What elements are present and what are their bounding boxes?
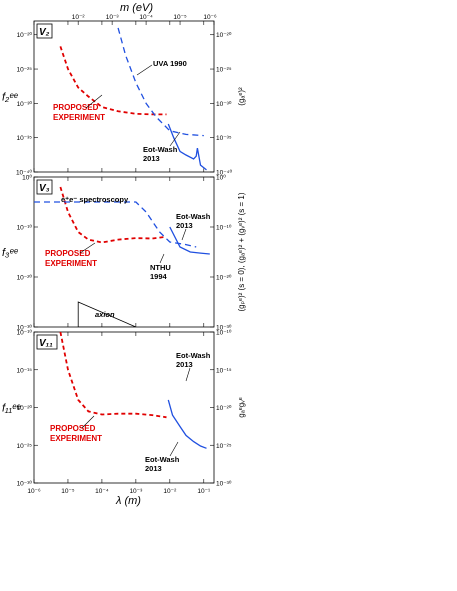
- annotation-proposed-experiment: PROPOSED: [53, 103, 99, 112]
- annotation-uva-1990: UVA 1990: [153, 59, 187, 68]
- y-axis-label-left: f₃ᵉᵉ: [2, 247, 19, 259]
- series-blue-solid-line: [169, 226, 210, 255]
- panel-v11: 10⁻³⁰ 10⁻³⁰ 10⁻²⁵ 10⁻²⁵ 10⁻²⁰ 10⁻²⁰ 10⁻¹⁵ 10⁻¹⁵…: [2, 329, 246, 488]
- y-tick-label-left: 10⁻¹⁰: [17, 224, 33, 232]
- annotation-ee-spectroscopy: e⁺e⁻ spectroscopy: [61, 195, 129, 204]
- series-red-dashed-line: [59, 332, 167, 419]
- annotation-nthu: NTHU: [150, 263, 171, 272]
- annotation-leader: [181, 228, 187, 241]
- y-tick-label-left: 10⁻²⁰: [17, 404, 33, 412]
- y-tick-label-right: 10⁻²⁰: [216, 31, 232, 39]
- y-tick-label-left: 10⁻²⁵: [16, 443, 32, 450]
- y-tick-label-left: 10⁰: [22, 174, 32, 182]
- bottom-axis-label: λ (m): [115, 495, 141, 507]
- annotation-proposed-experiment: PROPOSED: [45, 249, 91, 258]
- top-tick-label: 10⁻⁴: [139, 14, 153, 21]
- series-red-dashed-line: [59, 46, 167, 116]
- panel-tag-label: V₃: [39, 183, 50, 194]
- annotation-leader: [81, 415, 95, 429]
- annotation-axion: axion: [95, 310, 115, 319]
- bottom-tick-label: 10⁻⁵: [61, 488, 75, 495]
- panel-tag-label: V₁₁: [39, 338, 53, 349]
- y-axis-label-left: f₁₁ᵉᵉ: [2, 403, 21, 415]
- top-tick-label: 10⁻²: [72, 14, 86, 21]
- panel-tag-box: [36, 334, 58, 350]
- y-tick-label-left: 10⁻⁴⁰: [16, 169, 32, 177]
- bottom-tick-label: 10⁻¹: [197, 488, 211, 495]
- panel-tag-box: [36, 179, 53, 195]
- annotation-leader: [85, 94, 103, 109]
- annotation-eot-wash-bottom: Eot-Wash: [145, 455, 180, 464]
- y-tick-label-right: 10⁻²⁰: [216, 404, 232, 412]
- annotation-leader: [185, 367, 191, 382]
- y-tick-label-left: 10⁻¹⁵: [16, 367, 32, 374]
- y-tick-label-left: 10⁻²⁰: [17, 31, 33, 39]
- panel-v2: 10⁻⁴⁰ 10⁻⁴⁰ 10⁻³⁵ 10⁻³⁵ 10⁻³⁰ 10⁻³⁰ 10⁻²⁵ 10⁻²⁵…: [2, 20, 246, 177]
- annotation-leader: [159, 253, 165, 264]
- bottom-tick-label: 10⁻²: [163, 488, 177, 495]
- annotation-leader: [136, 64, 153, 76]
- annotation-eot-wash-year: 2013: [176, 221, 193, 230]
- bottom-tick-label: 10⁻⁴: [95, 488, 109, 495]
- y-tick-label-right: 10⁻²⁰: [216, 274, 232, 282]
- bottom-tick-label: 10⁻³: [129, 488, 143, 495]
- top-axis: 10⁻² 10⁻³ 10⁻⁴ 10⁻⁵ 10⁻⁶: [72, 14, 217, 25]
- y-tick-label-left: 10⁻³⁰: [17, 100, 33, 108]
- annotation-proposed-experiment-line2: EXPERIMENT: [50, 434, 102, 443]
- annotation-proposed-experiment-line2: EXPERIMENT: [45, 259, 97, 268]
- y-tick-label-right: 10⁻³⁰: [216, 324, 232, 332]
- panel-tag-label: V₂: [39, 27, 50, 38]
- bottom-tick-label: 10⁻⁶: [27, 488, 41, 495]
- y-tick-label-right: 10⁻¹⁵: [216, 367, 232, 374]
- y-tick-label-right: 10⁻⁴⁰: [216, 169, 232, 177]
- annotation-eot-wash: Eot-Wash: [176, 351, 211, 360]
- y-tick-label-left: 10⁻²⁰: [17, 274, 33, 282]
- top-axis-label: m (eV): [120, 2, 153, 14]
- y-tick-label-left: 10⁻²⁵: [16, 67, 32, 74]
- series-black-solid-line: [77, 301, 137, 327]
- y-axis-label-right: gₐᵉgᵥᵉ: [237, 397, 246, 417]
- annotation-proposed-experiment: PROPOSED: [50, 424, 96, 433]
- annotation-nthu-year: 1994: [150, 272, 168, 281]
- y-axis-label-left: f₂ᵉᵉ: [2, 92, 19, 104]
- annotation-eot-wash-year: 2013: [176, 360, 193, 369]
- annotation-leader: [79, 242, 96, 254]
- annotation-eot-wash-year: 2013: [143, 154, 160, 163]
- series-red-dashed-line: [59, 186, 165, 244]
- top-tick-label: 10⁻⁵: [173, 14, 187, 21]
- annotation-eot-wash: Eot-Wash: [143, 145, 178, 154]
- top-tick-label: 10⁻³: [106, 14, 120, 21]
- series-blue-solid-line: [167, 123, 207, 171]
- annotation-eot-wash-bottom-year: 2013: [145, 464, 162, 473]
- y-tick-label-right: 10⁻³⁵: [216, 135, 232, 142]
- panel-v3: 10⁻³⁰ 10⁻³⁰ 10⁻²⁰ 10⁻²⁰ 10⁻¹⁰ 10⁻¹⁰ 10⁰ 10⁰ V₃ f₃…: [2, 174, 246, 332]
- y-tick-label-left: 10⁻³⁰: [17, 324, 33, 332]
- annotation-proposed-experiment-line2: EXPERIMENT: [53, 113, 105, 122]
- annotation-eot-wash: Eot-Wash: [176, 212, 211, 221]
- series-blue-solid-line: [167, 399, 207, 449]
- y-tick-label-right: 10⁻²⁵: [216, 443, 232, 450]
- y-axis-label-right: (gₚᵉ)² (s = 0), (gₐᵉ)² + (gᵥᵉ)² (s = 1): [237, 192, 246, 311]
- plot-frame: [33, 20, 215, 173]
- y-tick-label-left: 10⁻³⁰: [17, 480, 33, 488]
- y-tick-label-left: 10⁻¹⁰: [17, 329, 33, 337]
- y-tick-label-right: 10⁻¹⁰: [216, 224, 232, 232]
- top-tick-label: 10⁻⁶: [203, 14, 217, 21]
- y-tick-label-right: 10⁻³⁰: [216, 100, 232, 108]
- annotation-leader: [169, 441, 179, 457]
- panel-tag-box: [36, 23, 53, 39]
- y-axis-label-right: (gₐᵉ)²: [237, 87, 246, 106]
- y-tick-label-right: 10⁰: [216, 174, 226, 182]
- y-tick-label-right: 10⁻¹⁰: [216, 329, 232, 337]
- series-blue-dashed-line: [34, 201, 197, 248]
- y-tick-label-right: 10⁻²⁵: [216, 67, 232, 74]
- y-tick-label-left: 10⁻³⁵: [16, 135, 32, 142]
- series-blue-dashed-line: [117, 27, 204, 137]
- annotation-leader: [169, 131, 181, 147]
- bottom-axis: 10⁻⁶ 10⁻⁵ 10⁻⁴ 10⁻³ 10⁻² 10⁻¹: [27, 488, 211, 495]
- y-tick-label-right: 10⁻³⁰: [216, 480, 232, 488]
